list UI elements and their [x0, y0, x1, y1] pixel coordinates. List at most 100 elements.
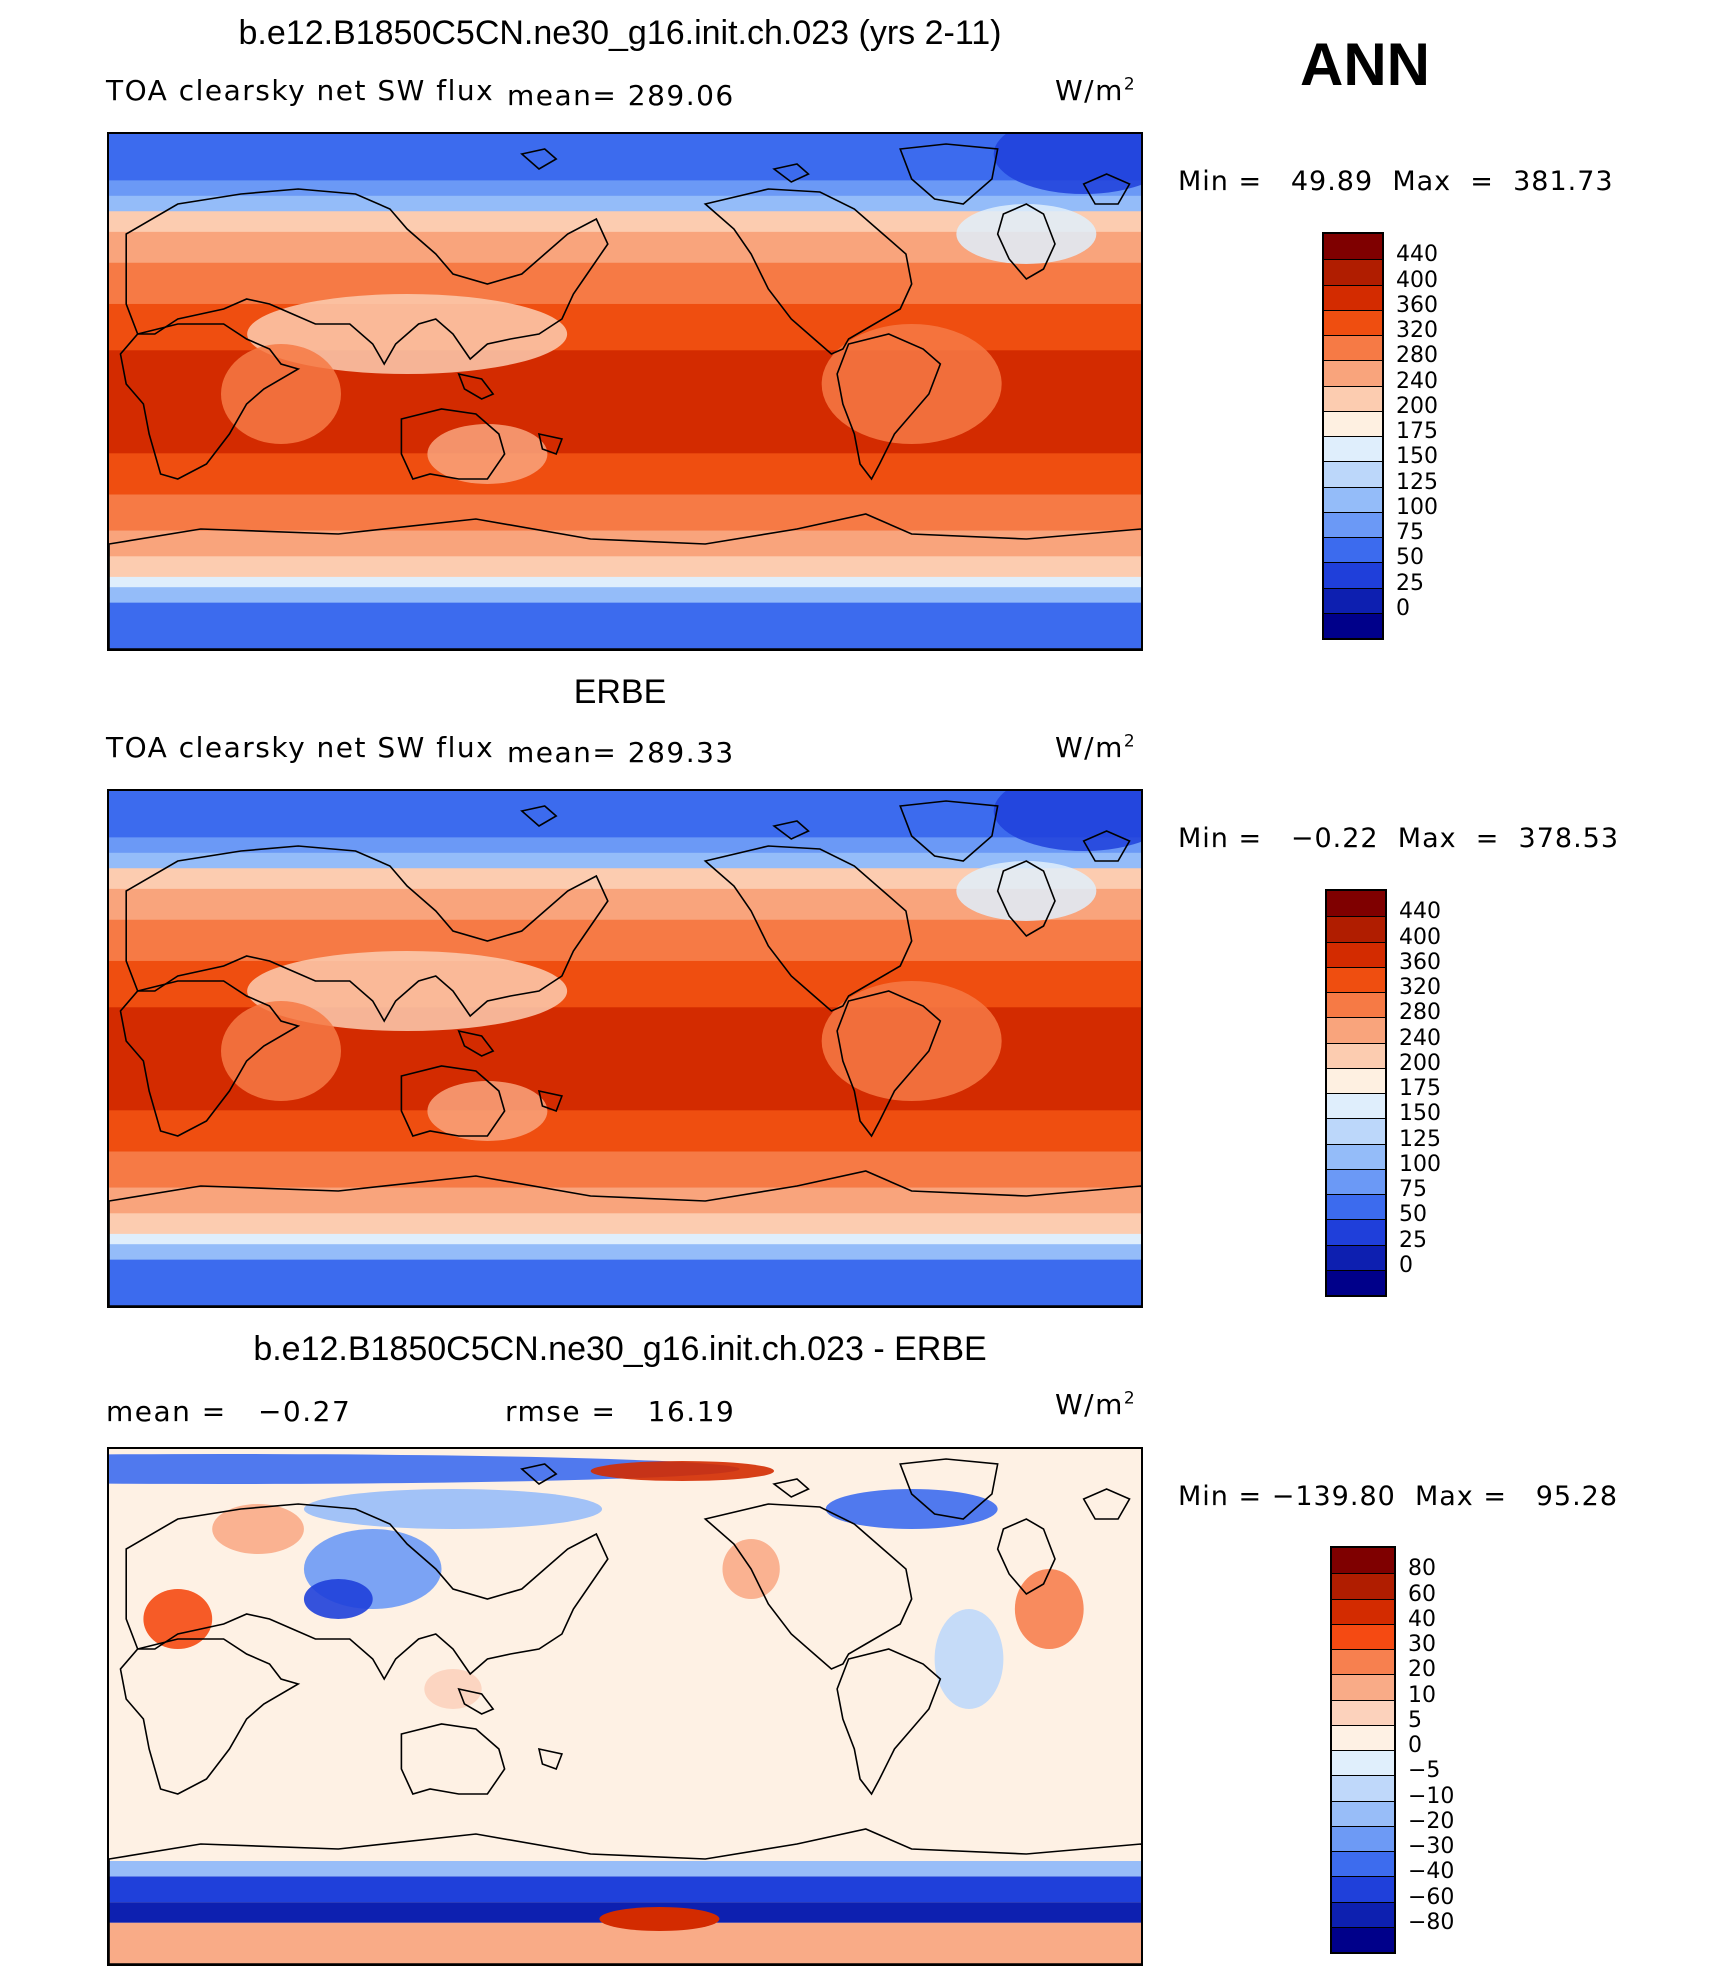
colorbar-tick-label: 200 [1396, 393, 1438, 419]
colorbar-tick-label: 60 [1408, 1581, 1436, 1607]
colorbar-tick-label: 400 [1396, 267, 1438, 293]
colorbar-tick-label: 200 [1399, 1050, 1441, 1076]
colorbar-tick-label: 0 [1408, 1733, 1422, 1758]
colorbar-tick-label: 80 [1408, 1556, 1436, 1582]
mean-label-obs: mean= 289.33 [507, 736, 735, 769]
colorbar-obs [1325, 889, 1387, 1297]
colorbar-swatch [1327, 1067, 1385, 1093]
map-diff [107, 1447, 1143, 1966]
colorbar-swatch [1332, 1750, 1394, 1776]
colorbar-tick-label: −40 [1408, 1859, 1455, 1885]
colorbar-tick-label: 30 [1408, 1632, 1436, 1657]
colorbar-tick-label: 175 [1399, 1076, 1441, 1101]
colorbar-swatch [1324, 410, 1382, 436]
colorbar-swatch [1332, 1674, 1394, 1700]
colorbar-tick-label: −60 [1408, 1884, 1455, 1910]
colorbar-swatch [1327, 1244, 1385, 1270]
colorbar-swatch [1327, 1143, 1385, 1169]
colorbar-swatch [1327, 1219, 1385, 1245]
colorbar-swatch [1324, 234, 1382, 260]
colorbar-swatch [1332, 1800, 1394, 1826]
variable-label-model: TOA clearsky net SW flux [106, 74, 495, 107]
colorbar-tick-label: 240 [1399, 1025, 1441, 1051]
colorbar-swatch [1327, 966, 1385, 992]
units-label-model: W/m2 [1055, 74, 1137, 107]
colorbar-swatch [1327, 941, 1385, 967]
colorbar-swatch [1324, 562, 1382, 588]
colorbar-swatch [1324, 309, 1382, 335]
colorbar-swatch [1324, 436, 1382, 462]
colorbar-swatch [1332, 1623, 1394, 1649]
units-label-diff: W/m2 [1055, 1388, 1137, 1421]
colorbar-tick-label: 280 [1399, 1000, 1441, 1026]
colorbar-swatch [1327, 1093, 1385, 1119]
map-obs [107, 789, 1143, 1308]
colorbar-swatch [1327, 916, 1385, 942]
colorbar-tick-label: 0 [1396, 595, 1410, 621]
colorbar-tick-label: 5 [1408, 1707, 1422, 1733]
colorbar-swatch [1327, 1042, 1385, 1068]
colorbar-tick-label: 100 [1399, 1151, 1441, 1177]
colorbar-swatch [1324, 360, 1382, 386]
colorbar-swatch [1332, 1724, 1394, 1750]
colorbar-tick-label: 25 [1396, 570, 1424, 596]
colorbar-tick-label: 150 [1399, 1101, 1441, 1127]
colorbar-swatch [1327, 1168, 1385, 1194]
colorbar-swatch [1324, 385, 1382, 411]
colorbar-diff [1330, 1546, 1396, 1954]
colorbar-swatch [1327, 1269, 1385, 1295]
colorbar-tick-label: 150 [1396, 444, 1438, 470]
colorbar-tick-label: 20 [1408, 1657, 1436, 1683]
colorbar-swatch [1324, 612, 1382, 638]
colorbar-swatch [1332, 1548, 1394, 1574]
colorbar-swatch [1324, 461, 1382, 487]
colorbar-swatch [1327, 1017, 1385, 1043]
colorbar-swatch [1324, 284, 1382, 310]
colorbar-tick-label: 280 [1396, 343, 1438, 369]
colorbar-tick-label: 50 [1399, 1202, 1427, 1228]
colorbar-swatch [1324, 537, 1382, 563]
colorbar-swatch [1332, 1598, 1394, 1624]
colorbar-swatch [1324, 486, 1382, 512]
colorbar-swatch [1327, 891, 1385, 917]
colorbar-tick-label: 320 [1396, 318, 1438, 343]
panel-title-obs: ERBE [573, 673, 667, 711]
colorbar-swatch [1324, 259, 1382, 285]
season-label: ANN [1300, 31, 1430, 98]
colorbar-tick-label: 10 [1408, 1682, 1436, 1708]
colorbar-swatch [1327, 1194, 1385, 1220]
colorbar-tick-label: −80 [1408, 1909, 1455, 1935]
map-model [107, 132, 1143, 651]
colorbar-swatch [1332, 1825, 1394, 1851]
colorbar-swatch [1332, 1775, 1394, 1801]
colorbar-tick-label: −5 [1408, 1758, 1441, 1784]
minmax-label-diff: Min = −139.80 Max = 95.28 [1178, 1481, 1619, 1512]
panel-title-model: b.e12.B1850C5CN.ne30_g16.init.ch.023 (yr… [238, 14, 1002, 52]
colorbar-swatch [1332, 1926, 1394, 1952]
colorbar-tick-label: 175 [1396, 419, 1438, 444]
colorbar-swatch [1324, 511, 1382, 537]
colorbar-tick-label: 240 [1396, 368, 1438, 394]
colorbar-swatch [1327, 992, 1385, 1018]
colorbar-tick-label: 125 [1396, 469, 1438, 495]
colorbar-swatch [1324, 335, 1382, 361]
colorbar-swatch [1332, 1649, 1394, 1675]
colorbar-tick-label: 40 [1408, 1606, 1436, 1632]
colorbar-tick-label: −30 [1408, 1834, 1455, 1859]
colorbar-tick-label: 360 [1399, 949, 1441, 975]
colorbar-swatch [1332, 1699, 1394, 1725]
colorbar-tick-label: −20 [1408, 1808, 1455, 1834]
panel-title-diff: b.e12.B1850C5CN.ne30_g16.init.ch.023 - E… [253, 1330, 987, 1368]
colorbar-swatch [1332, 1851, 1394, 1877]
mean-label-diff: mean = −0.27 [106, 1395, 352, 1428]
mean-label-model: mean= 289.06 [507, 79, 735, 112]
colorbar-model [1322, 232, 1384, 640]
colorbar-tick-label: 440 [1399, 899, 1441, 925]
colorbar-tick-label: 50 [1396, 545, 1424, 571]
colorbar-tick-label: 0 [1399, 1252, 1413, 1278]
colorbar-swatch [1327, 1118, 1385, 1144]
variable-label-obs: TOA clearsky net SW flux [106, 731, 495, 764]
colorbar-tick-label: 440 [1396, 242, 1438, 268]
map-model-canvas [109, 134, 1141, 649]
map-diff-canvas [109, 1449, 1141, 1964]
